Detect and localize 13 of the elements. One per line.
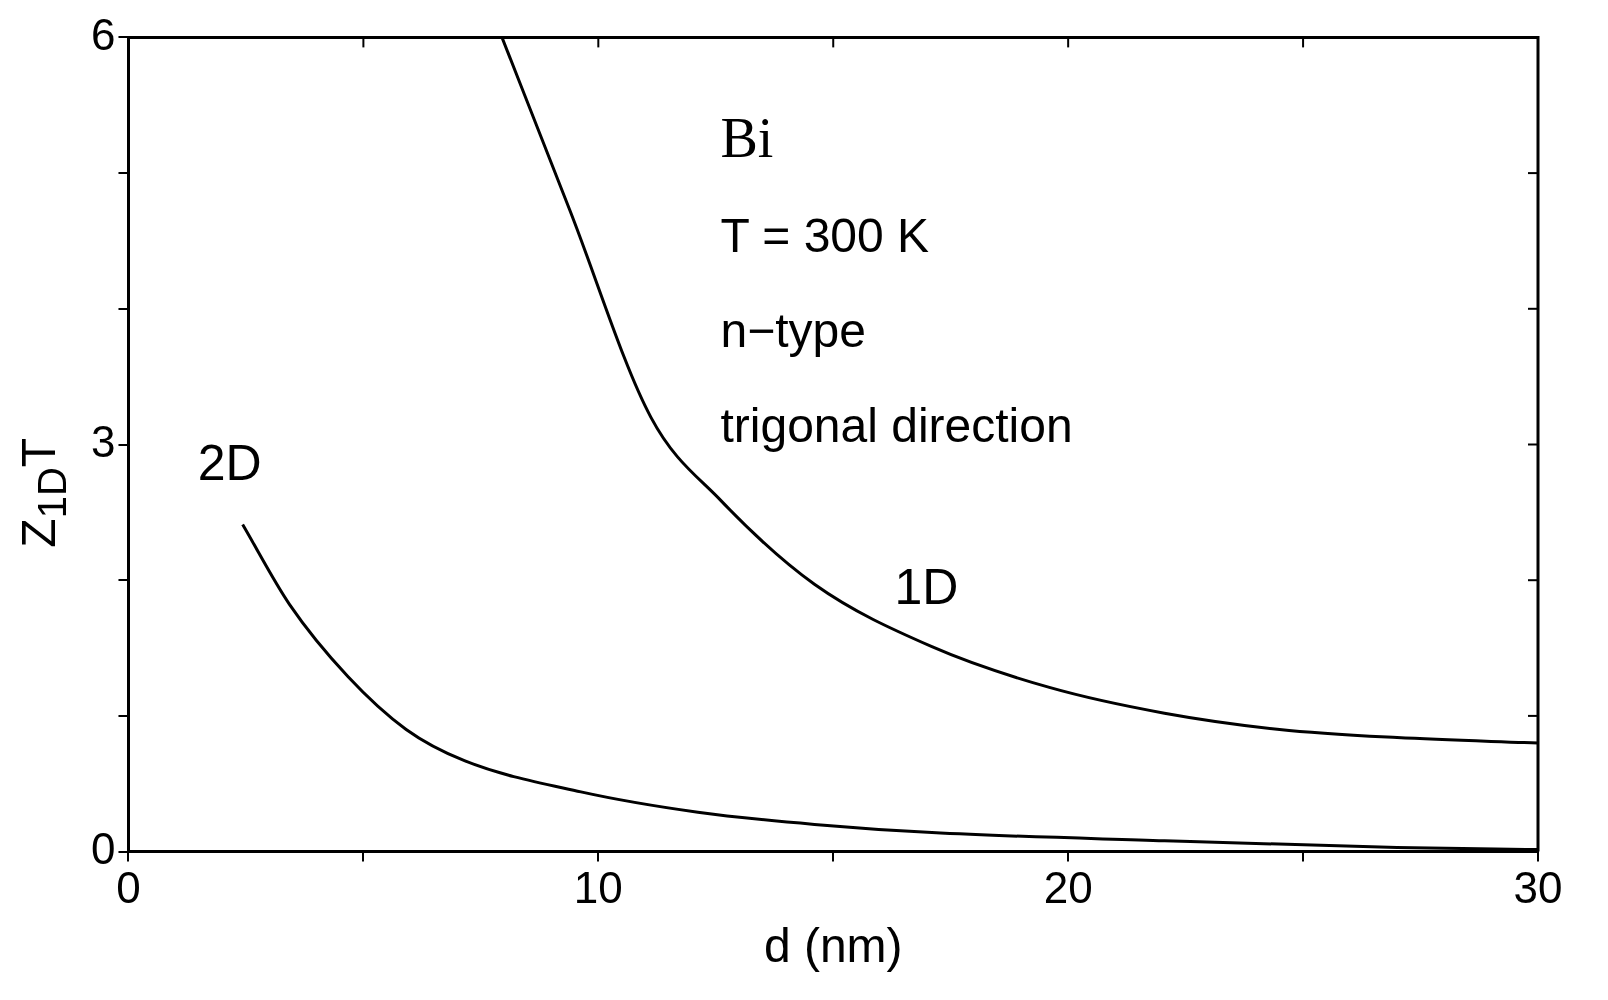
y-tick-label: 3 [90,416,116,466]
annotation: T = 300 K [720,209,930,263]
series-label: 2D [197,434,262,491]
annotation: n−type [720,304,866,358]
x-tick-label: 10 [573,863,623,913]
x-axis-title: d (nm) [763,919,903,973]
annotation: Bi [720,107,774,170]
x-tick-label: 20 [1043,863,1093,913]
y-tick-label: 0 [90,823,116,873]
x-tick-label: 30 [1513,863,1563,913]
annotation: trigonal direction [720,399,1073,453]
series-label: 1D [894,559,959,616]
y-tick-label: 6 [90,9,116,59]
